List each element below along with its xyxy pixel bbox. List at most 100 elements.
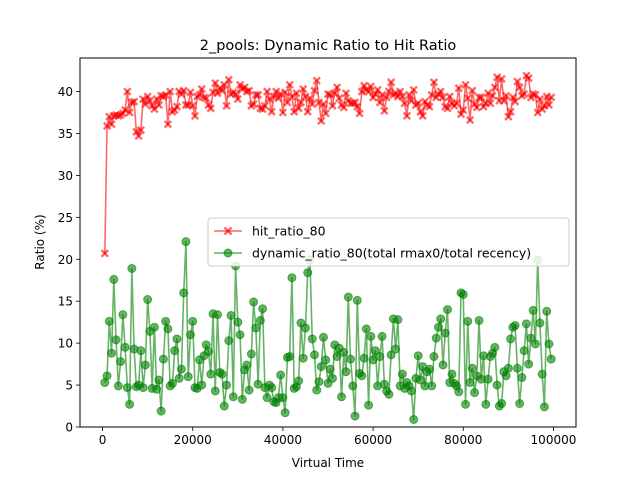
data-point-dynamic-ratio bbox=[288, 274, 296, 282]
data-point-dynamic-ratio bbox=[315, 378, 323, 386]
data-point-dynamic-ratio bbox=[117, 358, 125, 366]
data-point-dynamic-ratio bbox=[378, 332, 386, 340]
data-point-dynamic-ratio bbox=[448, 370, 456, 378]
data-point-dynamic-ratio bbox=[547, 355, 555, 363]
data-point-dynamic-ratio bbox=[150, 323, 158, 331]
data-point-dynamic-ratio bbox=[493, 381, 501, 389]
data-point-dynamic-ratio bbox=[507, 335, 515, 343]
data-point-dynamic-ratio bbox=[223, 381, 231, 389]
data-point-dynamic-ratio bbox=[141, 361, 149, 369]
data-point-dynamic-ratio bbox=[112, 336, 120, 344]
data-point-dynamic-ratio bbox=[137, 347, 145, 355]
data-point-dynamic-ratio bbox=[432, 334, 440, 342]
data-point-dynamic-ratio bbox=[164, 325, 172, 333]
y-tick-label: 35 bbox=[58, 127, 73, 141]
data-point-dynamic-ratio bbox=[407, 387, 415, 395]
data-point-dynamic-ratio bbox=[281, 409, 289, 417]
data-point-dynamic-ratio bbox=[123, 384, 131, 392]
data-point-dynamic-ratio bbox=[139, 384, 147, 392]
data-point-dynamic-ratio bbox=[250, 298, 258, 306]
data-point-dynamic-ratio bbox=[155, 376, 163, 384]
y-tick-label: 0 bbox=[65, 421, 73, 435]
data-point-dynamic-ratio bbox=[236, 331, 244, 339]
data-point-dynamic-ratio bbox=[392, 345, 400, 353]
data-point-dynamic-ratio bbox=[475, 316, 483, 324]
data-point-dynamic-ratio bbox=[322, 356, 330, 364]
data-point-dynamic-ratio bbox=[367, 332, 375, 340]
x-tick-label: 80000 bbox=[444, 433, 482, 447]
data-point-dynamic-ratio bbox=[177, 365, 185, 373]
data-point-dynamic-ratio bbox=[173, 335, 181, 343]
data-point-dynamic-ratio bbox=[121, 343, 129, 351]
x-tick-label: 20000 bbox=[174, 433, 212, 447]
data-point-dynamic-ratio bbox=[229, 393, 237, 401]
y-tick-label: 15 bbox=[58, 295, 73, 309]
data-point-dynamic-ratio bbox=[103, 372, 111, 380]
data-point-dynamic-ratio bbox=[171, 347, 179, 355]
data-point-dynamic-ratio bbox=[110, 275, 118, 283]
data-point-dynamic-ratio bbox=[536, 319, 544, 327]
data-point-dynamic-ratio bbox=[455, 388, 463, 396]
data-point-dynamic-ratio bbox=[462, 400, 470, 408]
y-axis-label: Ratio (%) bbox=[33, 214, 47, 269]
data-point-dynamic-ratio bbox=[425, 365, 433, 373]
data-point-dynamic-ratio bbox=[347, 355, 355, 363]
data-point-dynamic-ratio bbox=[362, 325, 370, 333]
data-point-dynamic-ratio bbox=[243, 361, 251, 369]
data-point-dynamic-ratio bbox=[114, 382, 122, 390]
data-point-dynamic-ratio bbox=[358, 372, 366, 380]
data-point-dynamic-ratio bbox=[326, 365, 334, 373]
data-point-dynamic-ratio bbox=[531, 340, 539, 348]
legend-marker-dynamic-ratio bbox=[224, 249, 232, 257]
data-point-dynamic-ratio bbox=[466, 379, 474, 387]
legend: hit_ratio_80 dynamic_ratio_80(total rmax… bbox=[208, 218, 569, 266]
data-point-dynamic-ratio bbox=[225, 337, 233, 345]
data-point-dynamic-ratio bbox=[441, 329, 449, 337]
data-point-dynamic-ratio bbox=[376, 353, 384, 361]
data-point-dynamic-ratio bbox=[342, 368, 350, 376]
data-point-dynamic-ratio bbox=[295, 377, 303, 385]
data-point-dynamic-ratio bbox=[119, 311, 127, 319]
data-point-dynamic-ratio bbox=[182, 238, 190, 246]
data-point-dynamic-ratio bbox=[157, 407, 165, 415]
data-point-dynamic-ratio bbox=[227, 311, 235, 319]
data-point-dynamic-ratio bbox=[279, 394, 287, 402]
data-point-dynamic-ratio bbox=[198, 381, 206, 389]
data-point-dynamic-ratio bbox=[428, 382, 436, 390]
y-tick-label: 25 bbox=[58, 211, 73, 225]
data-point-dynamic-ratio bbox=[351, 412, 359, 420]
data-point-dynamic-ratio bbox=[525, 360, 533, 368]
chart-title: 2_pools: Dynamic Ratio to Hit Ratio bbox=[200, 38, 457, 54]
y-tick-label: 40 bbox=[58, 85, 73, 99]
data-point-dynamic-ratio bbox=[256, 316, 264, 324]
data-point-dynamic-ratio bbox=[502, 372, 510, 380]
data-point-dynamic-ratio bbox=[545, 340, 553, 348]
data-point-dynamic-ratio bbox=[471, 389, 479, 397]
data-point-dynamic-ratio bbox=[286, 353, 294, 361]
data-point-dynamic-ratio bbox=[340, 348, 348, 356]
x-tick-label: 100000 bbox=[531, 433, 577, 447]
data-point-dynamic-ratio bbox=[410, 415, 418, 423]
data-point-dynamic-ratio bbox=[498, 400, 506, 408]
data-point-dynamic-ratio bbox=[207, 370, 215, 378]
x-tick-label: 0 bbox=[99, 433, 107, 447]
data-point-dynamic-ratio bbox=[540, 403, 548, 411]
y-tick-label: 10 bbox=[58, 337, 73, 351]
x-tick-label: 60000 bbox=[354, 433, 392, 447]
data-point-dynamic-ratio bbox=[360, 354, 368, 362]
data-point-dynamic-ratio bbox=[484, 375, 492, 383]
data-point-dynamic-ratio bbox=[329, 374, 337, 382]
y-tick-label: 5 bbox=[65, 379, 73, 393]
data-point-dynamic-ratio bbox=[259, 305, 267, 313]
data-point-dynamic-ratio bbox=[529, 306, 537, 314]
x-axis-label: Virtual Time bbox=[292, 456, 364, 470]
data-point-dynamic-ratio bbox=[308, 335, 316, 343]
data-point-dynamic-ratio bbox=[511, 322, 519, 330]
data-point-dynamic-ratio bbox=[159, 355, 167, 363]
data-point-dynamic-ratio bbox=[443, 306, 451, 314]
data-point-dynamic-ratio bbox=[214, 311, 222, 319]
data-point-dynamic-ratio bbox=[175, 374, 183, 382]
data-point-dynamic-ratio bbox=[252, 324, 260, 332]
data-point-dynamic-ratio bbox=[398, 370, 406, 378]
